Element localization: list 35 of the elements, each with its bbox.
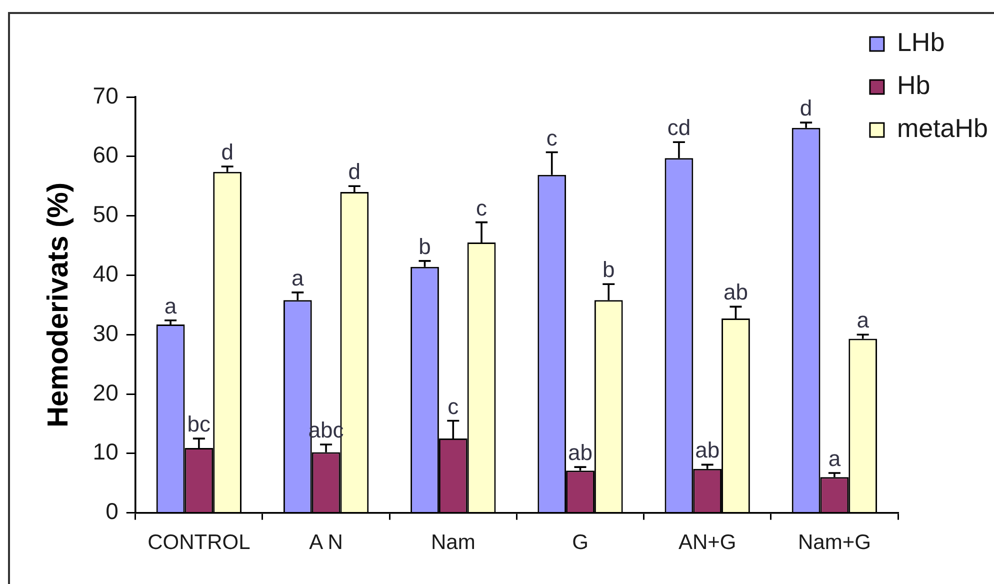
data-label: d xyxy=(221,140,234,165)
data-label: d xyxy=(348,159,361,184)
y-tick-label: 60 xyxy=(92,142,118,168)
data-label: b xyxy=(418,234,431,260)
y-tick-label: 70 xyxy=(92,82,118,108)
data-label: bc xyxy=(187,412,211,437)
legend-label: metaHb xyxy=(896,113,988,144)
x-tick-label: AN+G xyxy=(678,531,736,554)
data-label: a xyxy=(828,446,842,472)
data-label: c xyxy=(476,195,488,220)
y-axis-title: Hemoderivats (%) xyxy=(42,182,74,428)
data-label: ab xyxy=(695,438,720,463)
legend-label: LHb xyxy=(896,27,945,58)
y-tick-label: 40 xyxy=(92,260,118,287)
legend-label: Hb xyxy=(896,70,930,100)
x-tick-label: G xyxy=(572,531,588,554)
x-tick-label: Nam+G xyxy=(798,531,871,554)
y-tick-label: 0 xyxy=(106,498,118,524)
data-label: a xyxy=(856,308,870,333)
data-label: a xyxy=(292,265,305,290)
data-label: c xyxy=(448,394,459,419)
data-label: b xyxy=(602,257,615,282)
x-tick-label: CONTROL xyxy=(148,531,250,554)
y-tick-label: 10 xyxy=(92,438,118,465)
y-tick-label: 50 xyxy=(92,201,118,228)
data-label: ab xyxy=(723,280,748,305)
x-tick-label: Nam xyxy=(430,531,476,554)
data-label: c xyxy=(546,125,558,150)
data-label: ab xyxy=(568,440,592,466)
data-label: d xyxy=(800,96,812,121)
y-tick-label: 20 xyxy=(92,379,118,406)
data-label: cd xyxy=(667,115,691,140)
data-label: a xyxy=(164,293,178,318)
x-tick-label: A N xyxy=(309,531,343,554)
y-tick-label: 30 xyxy=(92,320,118,346)
